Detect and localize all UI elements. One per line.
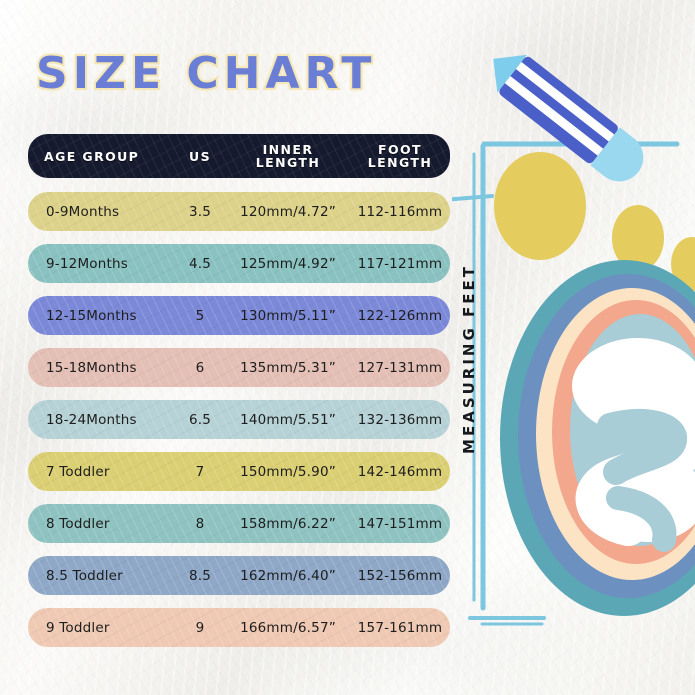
cell-foot-length: 127-131mm [357, 359, 443, 376]
pencil-eraser [590, 127, 644, 182]
measuring-feet-label: MEASURING FEET [460, 264, 478, 454]
table-header-row: AGE GROUP US INNER LENGTH FOOT LENGTH [28, 134, 450, 178]
measuring-feet-illustration: MEASURING FEET [452, 28, 695, 668]
table-row: 18-24Months 6.5 140mm/5.51” 132-136mm [28, 400, 450, 439]
toe-second-icon [612, 205, 664, 271]
table-row: 8 Toddler 8 158mm/6.22” 147-151mm [28, 504, 450, 543]
pencil-body [499, 56, 618, 164]
cell-inner-length: 158mm/6.22” [240, 515, 336, 532]
size-chart-table: AGE GROUP US INNER LENGTH FOOT LENGTH 0-9M… [28, 134, 450, 660]
column-header-us: US [189, 148, 211, 164]
cell-us-size: 8.5 [188, 567, 212, 584]
table-row: 12-15Months 5 130mm/5.11” 122-126mm [28, 296, 450, 335]
cell-inner-length: 140mm/5.51” [240, 411, 336, 428]
table-row: 0-9Months 3.5 120mm/4.72” 112-116mm [28, 192, 450, 231]
table-row: 15-18Months 6 135mm/5.31” 127-131mm [28, 348, 450, 387]
cell-age-group: 9-12Months [46, 255, 128, 272]
table-row: 9 Toddler 9 166mm/6.57” 157-161mm [28, 608, 450, 647]
cell-foot-length: 122-126mm [357, 307, 443, 324]
arch-inner-stroke [597, 408, 687, 485]
cell-foot-length: 147-151mm [357, 515, 443, 532]
cell-inner-length: 135mm/5.31” [240, 359, 336, 376]
cell-us-size: 6 [195, 359, 205, 376]
cell-age-group: 18-24Months [46, 411, 137, 428]
column-header-foot-length: FOOT LENGTH [367, 142, 433, 170]
cell-us-size: 5 [195, 307, 205, 324]
foot-measurement-graphic [452, 54, 695, 626]
table-row: 8.5 Toddler 8.5 162mm/6.40” 152-156mm [28, 556, 450, 595]
cell-us-size: 6.5 [188, 411, 212, 428]
cell-inner-length: 120mm/4.72” [240, 203, 336, 220]
cell-foot-length: 142-146mm [357, 463, 443, 480]
cell-inner-length: 125mm/4.92” [240, 255, 336, 272]
cell-foot-length: 132-136mm [357, 411, 443, 428]
table-row: 9-12Months 4.5 125mm/4.92” 117-121mm [28, 244, 450, 283]
foot-sole-shape [572, 338, 695, 552]
pencil-stripe-2 [504, 76, 604, 156]
cell-inner-length: 162mm/6.40” [240, 567, 336, 584]
cell-us-size: 3.5 [188, 203, 212, 220]
table-row: 7 Toddler 7 150mm/5.90” 142-146mm [28, 452, 450, 491]
cell-us-size: 8 [195, 515, 205, 532]
cell-age-group: 15-18Months [46, 359, 137, 376]
cell-foot-length: 157-161mm [357, 619, 443, 636]
cell-foot-length: 112-116mm [357, 203, 443, 220]
toe-big-icon [494, 152, 586, 260]
cell-age-group: 8.5 Toddler [46, 567, 123, 584]
cell-age-group: 0-9Months [46, 203, 120, 220]
pencil-stroke-mark [452, 194, 494, 202]
cell-us-size: 7 [195, 463, 205, 480]
cell-age-group: 9 Toddler [46, 619, 110, 636]
cell-inner-length: 150mm/5.90” [240, 463, 336, 480]
page-title: SIZE CHART [34, 46, 377, 101]
pencil-stripe-1 [515, 61, 615, 142]
cell-inner-length: 166mm/6.57” [240, 619, 336, 636]
column-header-age-group: AGE GROUP [44, 148, 140, 164]
toes-group [494, 152, 695, 291]
cell-us-size: 9 [195, 619, 205, 636]
cell-age-group: 8 Toddler [46, 515, 110, 532]
pencil-icon [493, 54, 644, 182]
cell-foot-length: 152-156mm [357, 567, 443, 584]
cell-us-size: 4.5 [188, 255, 212, 272]
cell-inner-length: 130mm/5.11” [240, 307, 336, 324]
cell-age-group: 12-15Months [46, 307, 137, 324]
pencil-tip [493, 54, 527, 93]
column-header-inner-length: INNER LENGTH [255, 142, 321, 170]
cell-foot-length: 117-121mm [357, 255, 443, 272]
heel-inner-stroke [606, 486, 677, 552]
cell-age-group: 7 Toddler [46, 463, 110, 480]
